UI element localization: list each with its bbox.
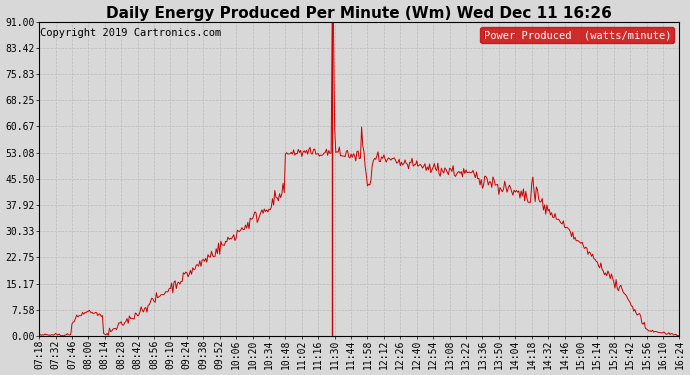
- Title: Daily Energy Produced Per Minute (Wm) Wed Dec 11 16:26: Daily Energy Produced Per Minute (Wm) We…: [106, 6, 612, 21]
- Legend: Power Produced  (watts/minute): Power Produced (watts/minute): [480, 27, 674, 43]
- Text: Copyright 2019 Cartronics.com: Copyright 2019 Cartronics.com: [41, 28, 221, 38]
